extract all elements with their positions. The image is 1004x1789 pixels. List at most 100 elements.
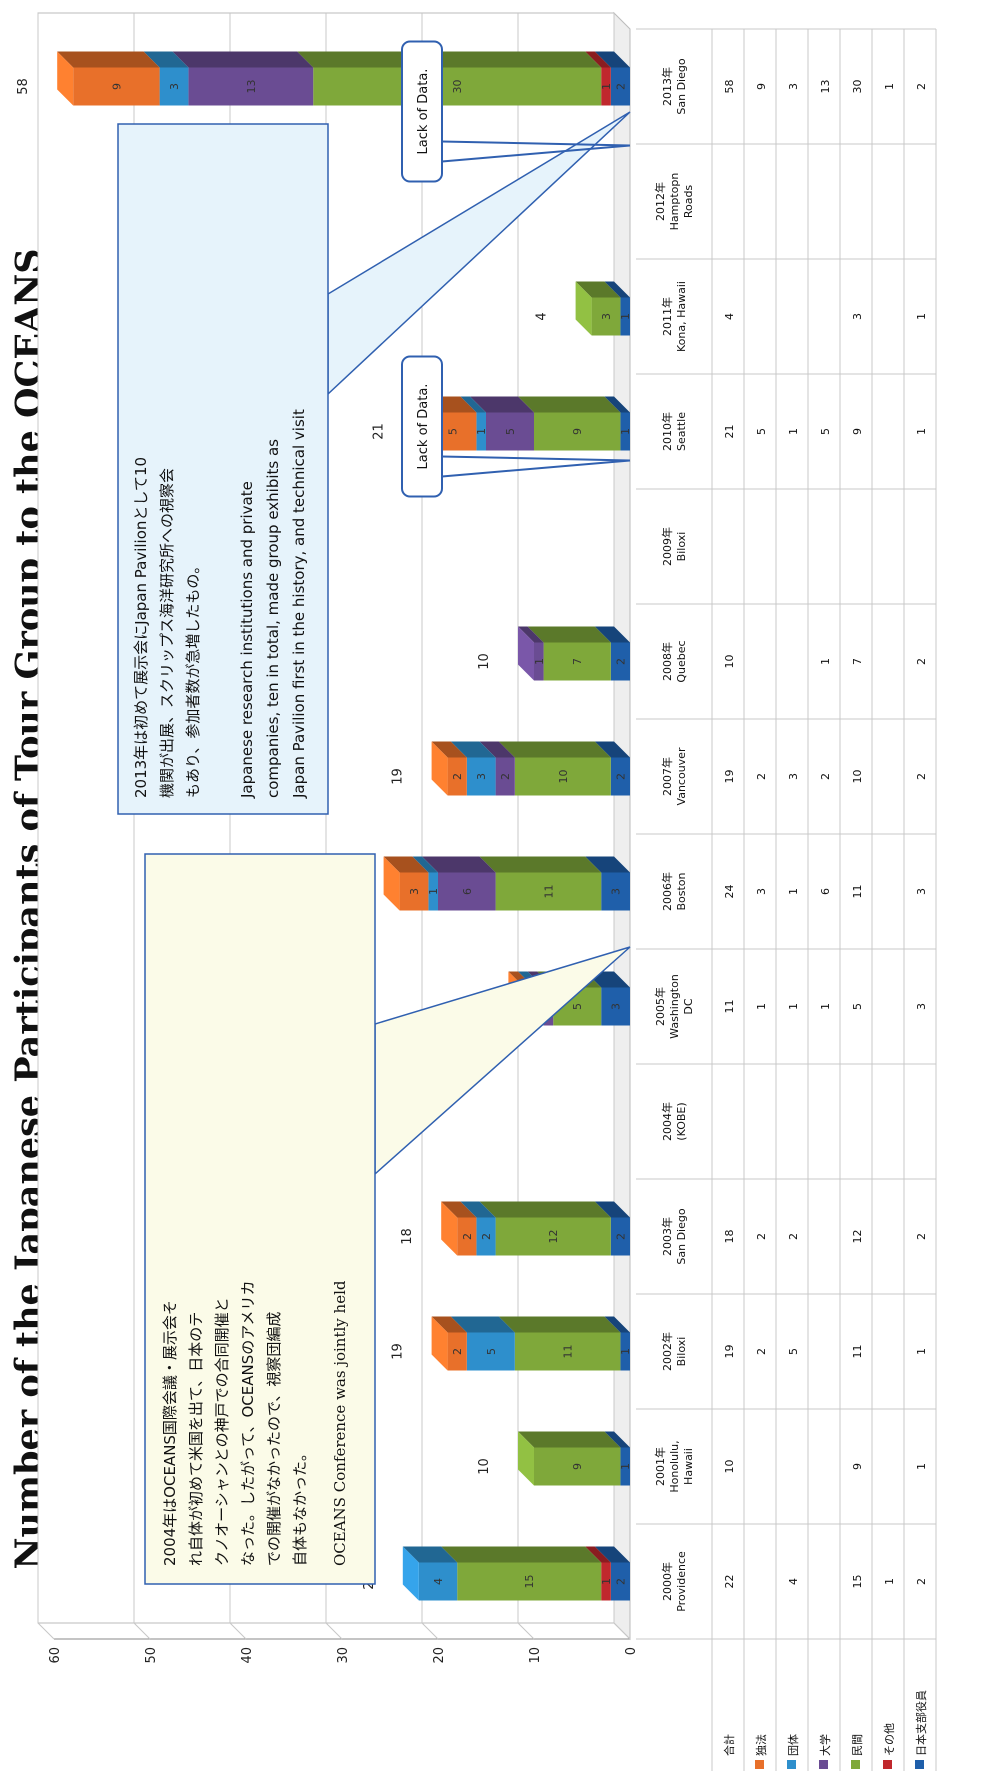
category-label: 2006年 — [660, 872, 674, 911]
table-cell: 13 — [819, 80, 832, 94]
bar-segment-side — [460, 1201, 496, 1218]
table-row-label: その他 — [883, 1723, 896, 1756]
legend-swatch — [787, 1760, 796, 1769]
table-cell: 5 — [787, 1348, 800, 1355]
table-row-label: 日本支部役員 — [914, 1690, 928, 1756]
bar-segment — [610, 757, 630, 796]
bar-segment-side — [604, 396, 630, 413]
bar-segment-side — [479, 1201, 611, 1218]
bar-segment — [428, 872, 438, 911]
bar-segment — [601, 1562, 611, 1601]
table-cell: 5 — [851, 1003, 864, 1010]
gridline — [37, 13, 55, 1640]
bar-segment — [495, 1217, 611, 1256]
table-cell: 2 — [755, 773, 768, 780]
bar-segment — [610, 1562, 630, 1601]
bar-segment — [476, 1217, 496, 1256]
bar-segment — [610, 1217, 630, 1256]
table-cell: 3 — [915, 1003, 928, 1010]
table-row-label: 大学 — [818, 1734, 832, 1756]
y-tick-label: 0 — [624, 1647, 639, 1655]
table-cell: 2 — [915, 658, 928, 665]
legend-swatch — [819, 1760, 828, 1769]
y-tick-label: 50 — [144, 1647, 159, 1664]
bar-top — [441, 1201, 458, 1256]
y-tick-label: 40 — [240, 1647, 255, 1664]
bar-segment — [159, 67, 189, 106]
legend-swatch — [755, 1760, 764, 1769]
bar-segment — [476, 412, 486, 451]
gridline — [421, 13, 439, 1640]
table-cell: 5 — [755, 428, 768, 435]
category-label: 2008年 — [660, 642, 674, 681]
bar-segment — [601, 67, 611, 106]
bar-segment-label: 2 — [480, 1233, 493, 1240]
table-cell: 11 — [851, 885, 864, 899]
total-label: 19 — [391, 1343, 406, 1360]
bar-segment-side — [594, 51, 630, 68]
floor — [613, 11, 631, 1641]
table-cell: 10 — [723, 655, 736, 669]
bar-segment-side — [594, 626, 630, 643]
category-label: Providence — [675, 1551, 688, 1612]
table-cell: 1 — [787, 888, 800, 895]
lack-of-data-2009-pointer — [441, 459, 631, 478]
category-label: 2013年 — [660, 67, 674, 106]
table-cell: 10 — [723, 1460, 736, 1474]
bar-segment-label: 1 — [619, 428, 632, 435]
bar-segment-label: 13 — [245, 80, 258, 94]
table-cell: 1 — [819, 658, 832, 665]
legend-swatch — [915, 1760, 924, 1769]
bar-segment-side — [498, 741, 611, 758]
bar-segment-side — [57, 51, 160, 68]
table-row-label: 独法 — [754, 1734, 768, 1756]
table-row-label: 民間 — [851, 1734, 864, 1756]
bar-segment — [514, 1332, 621, 1371]
callout-2004-ja-line: れ自体が初めて米国を出て、日本のテ — [187, 1312, 205, 1566]
bar-segment-label: 2 — [451, 773, 464, 780]
bar-segment — [447, 757, 467, 796]
bar-segment-label: 10 — [557, 770, 570, 784]
bar-segment — [457, 1217, 477, 1256]
callout-2004-ja-line: 2004年はOCEANS国際会議・展示会そ — [161, 1300, 179, 1566]
callout-2004-en-line: OCEANS Conference was jointly held — [331, 1280, 349, 1566]
bar-segment-label: 6 — [461, 888, 474, 895]
table-cell: 5 — [819, 428, 832, 435]
bar-segment-side — [604, 281, 630, 298]
bar-segment-side — [470, 396, 534, 413]
category-label: 2000年 — [660, 1562, 674, 1601]
bar-segment-label: 2 — [614, 1233, 627, 1240]
y-tick-label: 30 — [336, 1647, 351, 1664]
table-cell: 1 — [883, 83, 896, 90]
y-axis: 0 10 20 30 40 50 60 — [48, 1647, 639, 1664]
bar-segment-side — [450, 741, 496, 758]
bar-top — [383, 856, 400, 911]
callout-2013-en-line: companies, ten in total, made group exhi… — [264, 439, 282, 798]
bar-segment — [620, 1332, 631, 1371]
lack-of-data-2012-pointer — [441, 140, 631, 147]
category-label: Roads — [682, 185, 695, 219]
bar-segment-label: 3 — [408, 888, 421, 895]
bar-segment — [457, 1562, 602, 1601]
bar-segment-label: 9 — [571, 428, 584, 435]
category-label: 2011年 — [660, 297, 674, 336]
lack-of-data-2012-text: Lack of Data. — [416, 69, 431, 155]
bar-segment-label: 2 — [461, 1233, 474, 1240]
bar-segment — [620, 297, 631, 336]
table-row-label: 団体 — [786, 1734, 800, 1756]
bar-top — [57, 51, 74, 106]
bar-segment — [466, 1332, 515, 1371]
table-cell: 21 — [723, 425, 736, 439]
y-tick-label: 10 — [528, 1647, 543, 1664]
bar-segment-label: 1 — [475, 428, 488, 435]
bar-segment — [486, 412, 534, 451]
y-tick-label: 60 — [48, 1647, 63, 1664]
bar-segment-side — [585, 856, 630, 873]
category-label: San Diego — [675, 58, 688, 114]
table-cell: 2 — [755, 1348, 768, 1355]
lack-of-data-2009-pointer — [441, 455, 631, 462]
bar-segment-side — [518, 396, 621, 413]
table-cell: 1 — [915, 1463, 928, 1470]
total-label: 58 — [16, 78, 31, 95]
table-cell: 12 — [851, 1230, 864, 1244]
